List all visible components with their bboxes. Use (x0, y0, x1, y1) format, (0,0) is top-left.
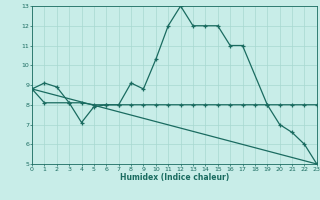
X-axis label: Humidex (Indice chaleur): Humidex (Indice chaleur) (120, 173, 229, 182)
